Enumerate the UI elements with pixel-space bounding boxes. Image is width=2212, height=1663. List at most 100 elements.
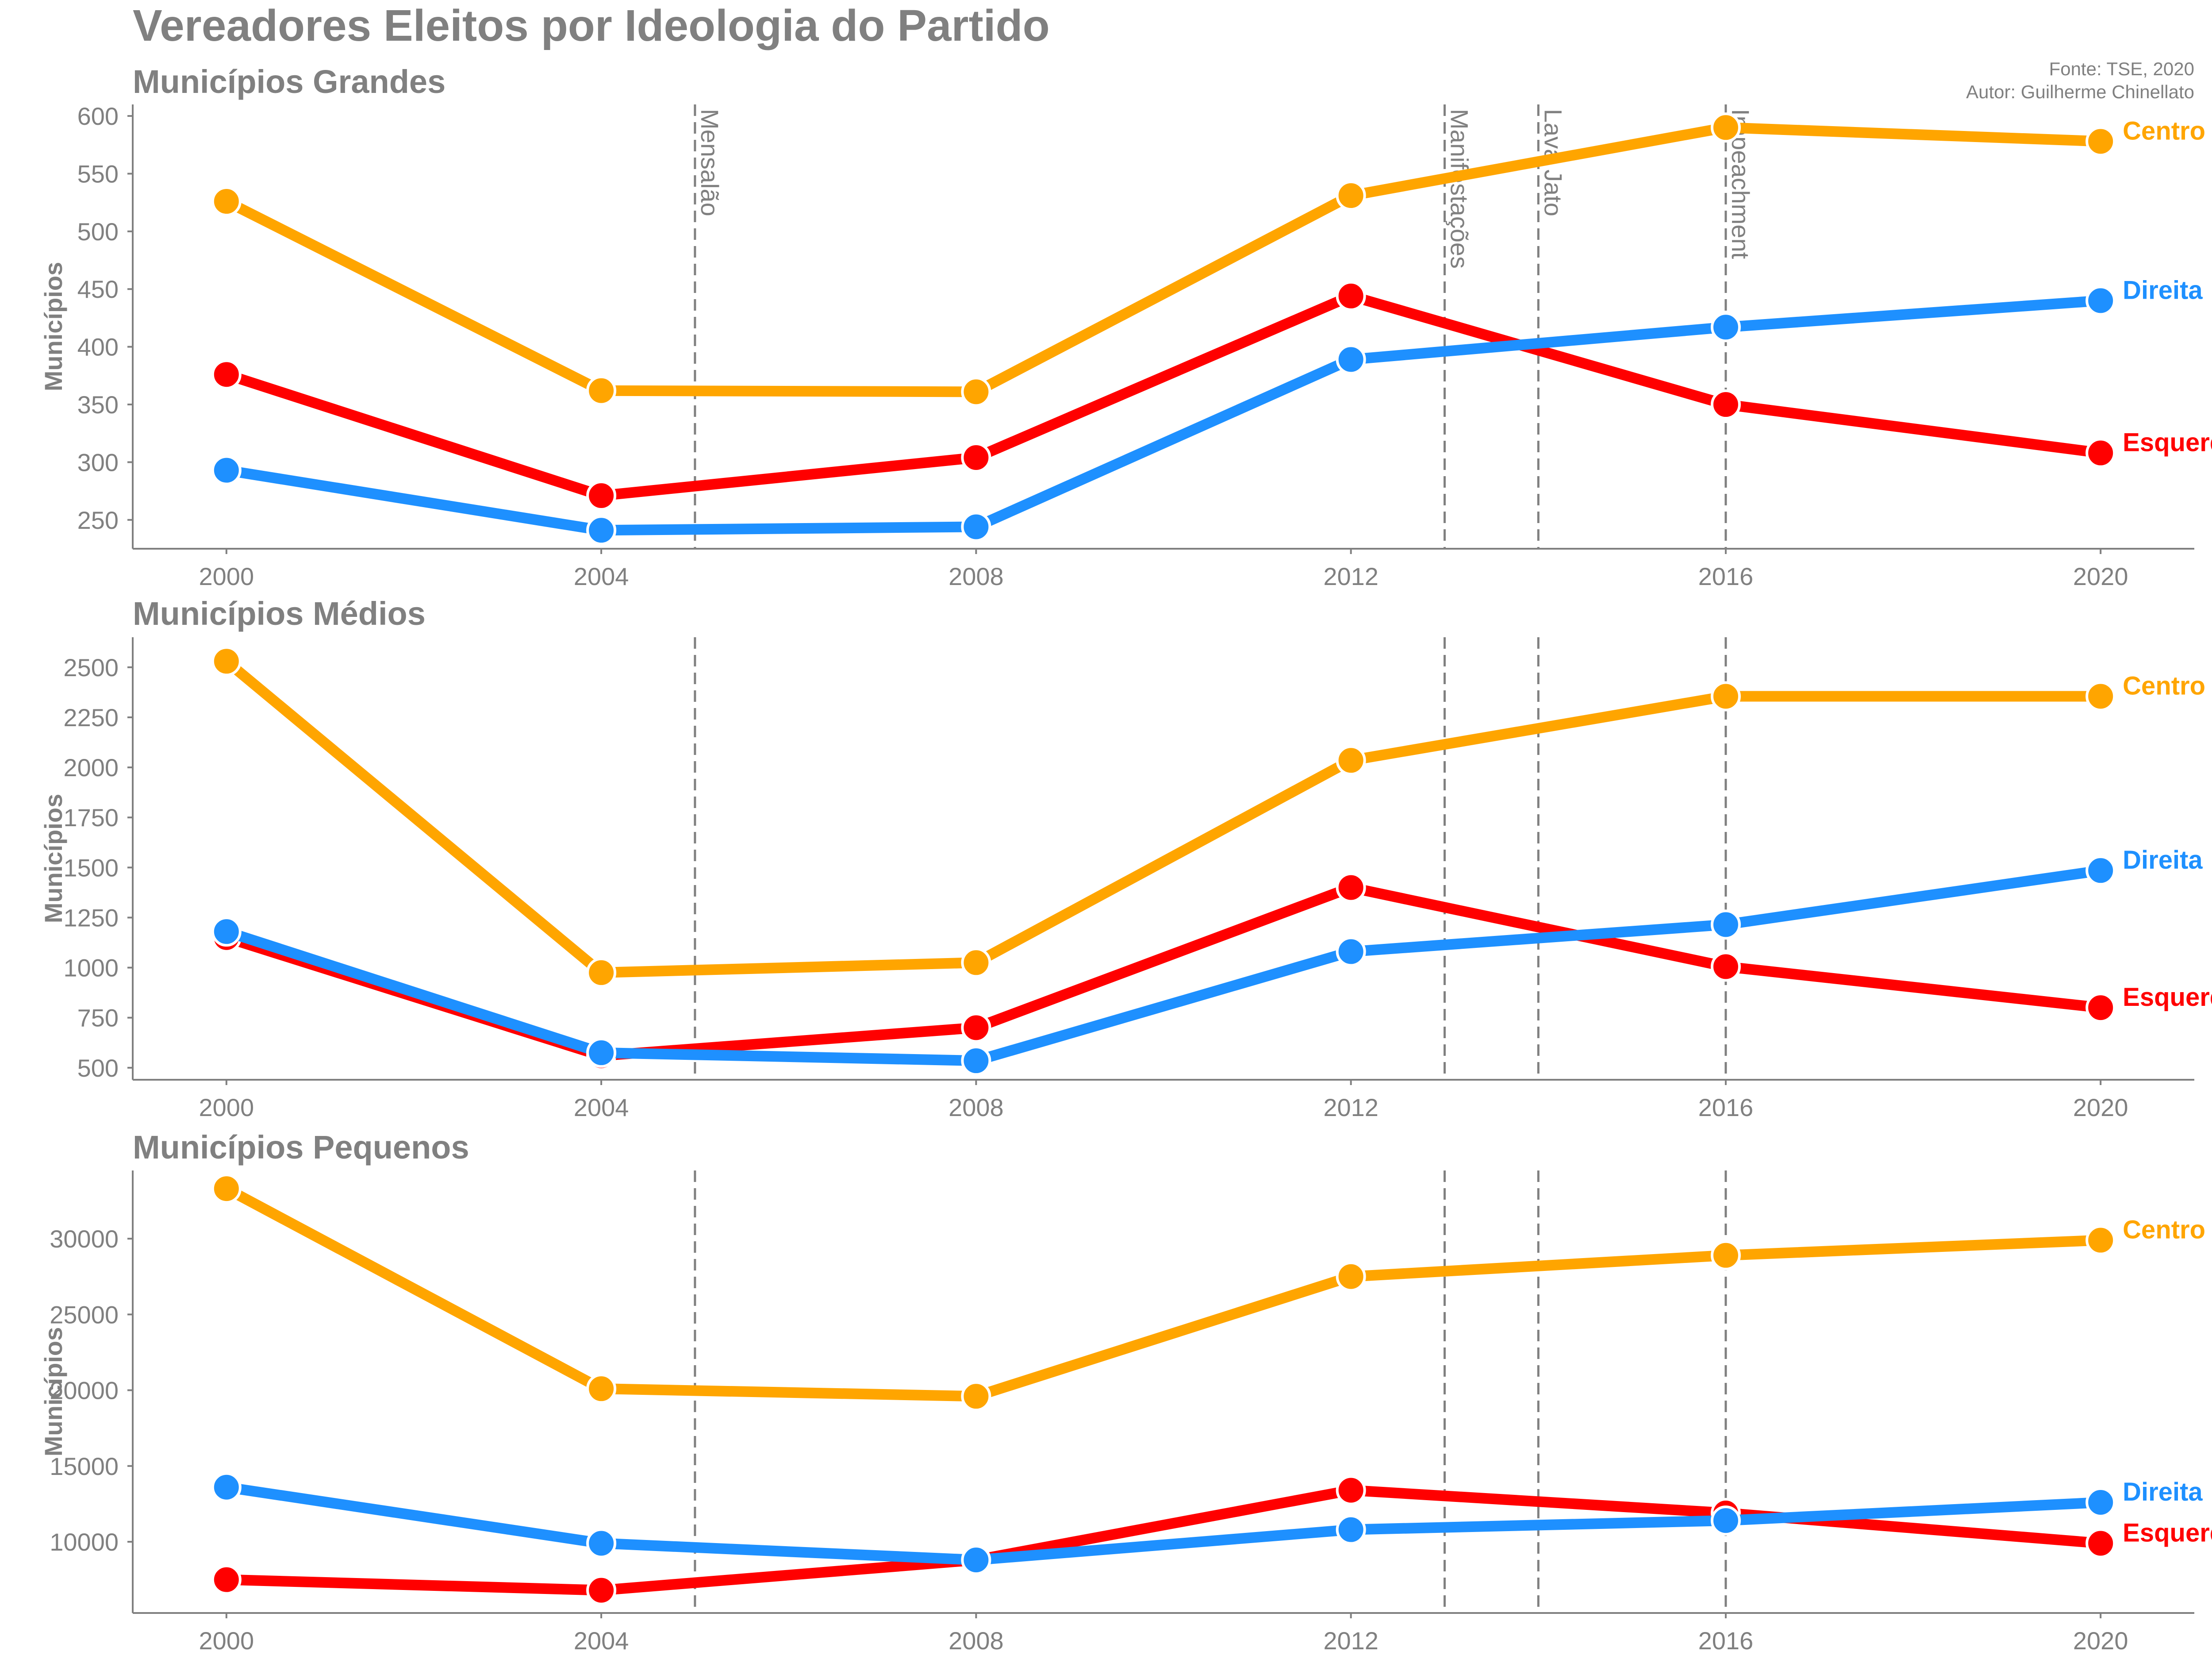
data-point-direita bbox=[961, 512, 991, 542]
source-note: Fonte: TSE, 2020 bbox=[2049, 58, 2194, 79]
y-tick-label: 300 bbox=[77, 448, 119, 476]
author-note: Autor: Guilherme Chinellato bbox=[1966, 81, 2194, 102]
x-tick-label: 2008 bbox=[949, 1627, 1004, 1655]
data-point-centro bbox=[1336, 181, 1366, 211]
x-tick-label: 2000 bbox=[199, 1627, 254, 1655]
data-point-direita bbox=[1710, 1505, 1741, 1536]
data-point-direita bbox=[211, 1472, 242, 1502]
x-tick-label: 2012 bbox=[1323, 562, 1379, 590]
panel-2: Municípios Médios Municípios 500 750 1000 125… bbox=[39, 595, 2212, 1121]
x-tick-label: 2004 bbox=[574, 1627, 629, 1655]
panel-title: Municípios Pequenos bbox=[133, 1129, 469, 1166]
data-point-esquerda bbox=[2085, 993, 2116, 1023]
panel-3: Municípios Pequenos Municípios 10000 15000 2… bbox=[39, 1129, 2212, 1655]
series-label: Direita bbox=[2123, 1478, 2203, 1506]
x-tick-label: 2020 bbox=[2073, 562, 2128, 590]
y-tick-label: 2500 bbox=[63, 654, 119, 681]
series-label: Direita bbox=[2123, 276, 2203, 304]
data-point-direita bbox=[2085, 1487, 2116, 1517]
data-point-centro bbox=[2085, 126, 2116, 157]
data-point-centro bbox=[2085, 681, 2116, 712]
data-point-centro bbox=[961, 1381, 991, 1412]
series-line-centro bbox=[221, 122, 2106, 397]
data-point-centro bbox=[1710, 681, 1741, 712]
data-point-esquerda bbox=[2085, 438, 2116, 468]
x-tick-label: 2004 bbox=[574, 562, 629, 590]
y-tick-label: 250 bbox=[77, 506, 119, 534]
y-tick-label: 1500 bbox=[63, 854, 119, 882]
data-point-direita bbox=[1336, 936, 1366, 967]
y-tick-label: 500 bbox=[77, 1054, 119, 1082]
x-tick-label: 2016 bbox=[1698, 562, 1754, 590]
data-point-esquerda bbox=[961, 1012, 991, 1043]
series-line-esquerda bbox=[221, 290, 2106, 501]
y-tick-label: 20000 bbox=[50, 1377, 119, 1405]
x-tick-label: 2012 bbox=[1323, 1627, 1379, 1655]
y-tick-label: 2000 bbox=[63, 754, 119, 781]
y-tick-label: 350 bbox=[77, 391, 119, 419]
series-line-centro bbox=[221, 656, 2106, 978]
data-point-centro bbox=[1336, 1261, 1366, 1292]
y-axis-label: Municípios bbox=[39, 794, 67, 923]
data-point-direita bbox=[961, 1545, 991, 1575]
x-tick-label: 2016 bbox=[1698, 1627, 1754, 1655]
data-point-esquerda bbox=[586, 481, 617, 511]
event-label: Manifestações bbox=[1445, 109, 1473, 269]
data-point-direita bbox=[586, 515, 617, 546]
y-tick-label: 600 bbox=[77, 102, 119, 130]
data-point-centro bbox=[586, 1374, 617, 1404]
y-tick-label: 750 bbox=[77, 1004, 119, 1032]
data-point-esquerda bbox=[961, 442, 991, 473]
y-tick-label: 450 bbox=[77, 275, 119, 303]
series-label: Esquerda bbox=[2123, 1518, 2212, 1547]
data-point-esquerda bbox=[211, 359, 242, 390]
series-label: Centro bbox=[2123, 1216, 2205, 1244]
series-label: Direita bbox=[2123, 846, 2203, 874]
y-axis-label: Municípios bbox=[39, 262, 67, 391]
data-point-esquerda bbox=[1336, 281, 1366, 311]
y-tick-label: 30000 bbox=[50, 1225, 119, 1253]
data-point-direita bbox=[2085, 285, 2116, 316]
data-point-centro bbox=[1710, 112, 1741, 143]
series-line-direita bbox=[221, 295, 2106, 536]
y-tick-label: 10000 bbox=[50, 1528, 119, 1556]
y-tick-label: 400 bbox=[77, 333, 119, 361]
chart-title: Vereadores Eleitos por Ideologia do Part… bbox=[133, 1, 1050, 50]
series-line-direita bbox=[221, 865, 2106, 1066]
x-tick-label: 2020 bbox=[2073, 1093, 2128, 1121]
x-tick-label: 2016 bbox=[1698, 1093, 1754, 1121]
data-point-centro bbox=[1710, 1240, 1741, 1270]
x-tick-label: 2008 bbox=[949, 1093, 1004, 1121]
data-point-centro bbox=[586, 375, 617, 406]
panel-title: Municípios Médios bbox=[133, 595, 426, 632]
y-tick-label: 550 bbox=[77, 160, 119, 188]
x-tick-label: 2000 bbox=[199, 562, 254, 590]
y-tick-label: 2250 bbox=[63, 704, 119, 731]
data-point-centro bbox=[211, 646, 242, 677]
data-point-esquerda bbox=[586, 1575, 617, 1605]
data-point-centro bbox=[586, 957, 617, 988]
data-point-esquerda bbox=[1710, 389, 1741, 420]
data-point-centro bbox=[961, 377, 991, 407]
data-point-centro bbox=[211, 186, 242, 217]
data-point-direita bbox=[586, 1037, 617, 1068]
data-point-direita bbox=[961, 1046, 991, 1076]
y-tick-label: 500 bbox=[77, 218, 119, 246]
data-point-esquerda bbox=[1336, 1475, 1366, 1505]
data-point-direita bbox=[2085, 855, 2116, 886]
y-tick-label: 1000 bbox=[63, 954, 119, 982]
series-label: Centro bbox=[2123, 671, 2205, 700]
data-point-esquerda bbox=[2085, 1528, 2116, 1559]
y-tick-label: 25000 bbox=[50, 1301, 119, 1328]
data-point-esquerda bbox=[1336, 872, 1366, 903]
data-point-direita bbox=[1336, 344, 1366, 375]
y-tick-label: 1750 bbox=[63, 804, 119, 832]
data-point-centro bbox=[211, 1174, 242, 1204]
x-tick-label: 2000 bbox=[199, 1093, 254, 1121]
data-point-direita bbox=[1710, 909, 1741, 940]
x-tick-label: 2012 bbox=[1323, 1093, 1379, 1121]
series-line-centro bbox=[221, 1183, 2106, 1402]
data-point-direita bbox=[1336, 1514, 1366, 1545]
data-point-direita bbox=[1710, 312, 1741, 343]
